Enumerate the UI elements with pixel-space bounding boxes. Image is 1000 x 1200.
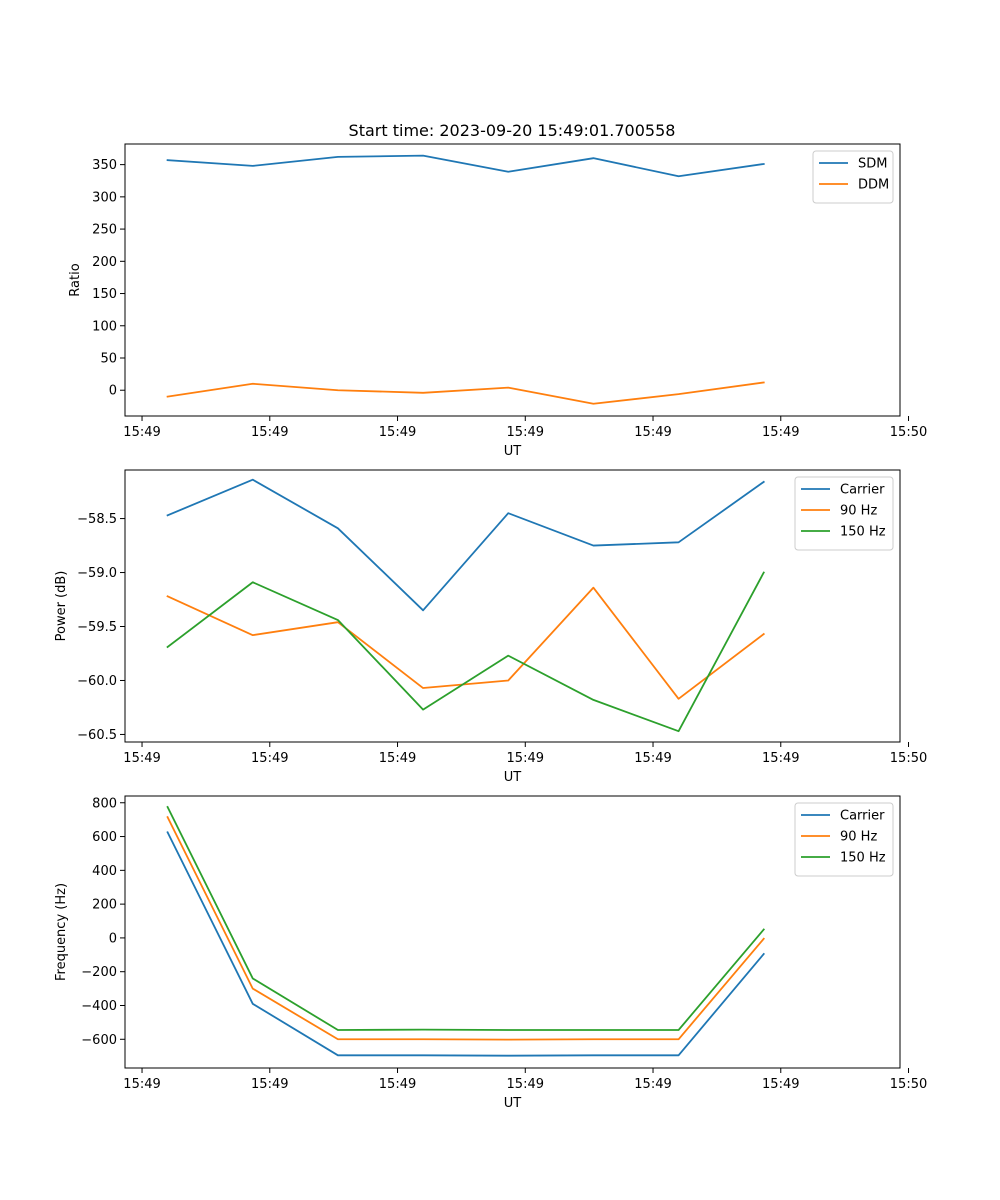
y-tick-label: 0 xyxy=(109,384,117,399)
y-tick-label: 200 xyxy=(92,255,117,270)
x-tick-label: 15:49 xyxy=(507,751,544,766)
x-tick-label: 15:49 xyxy=(507,1077,544,1092)
y-tick-label: 600 xyxy=(92,830,117,845)
plots-container: 15:49 15:49 15:49 15:49 15:49 15:49 15:50 0 50 10… xyxy=(54,143,927,1111)
x-tick-label: 15:49 xyxy=(634,425,671,440)
y-tick-label: −400 xyxy=(81,999,117,1014)
y-tick-label: −60.5 xyxy=(77,728,117,743)
figure-title: Start time: 2023-09-20 15:49:01.700558 xyxy=(349,121,676,140)
x-axis-label: UT xyxy=(504,444,522,459)
y-tick-label: 400 xyxy=(92,864,117,879)
x-tick-label: 15:50 xyxy=(890,751,927,766)
y-tick-label: 0 xyxy=(109,931,117,946)
x-tick-label: 15:49 xyxy=(634,751,671,766)
legend: SDM DDM xyxy=(812,150,894,204)
x-tick-label: 15:50 xyxy=(890,425,927,440)
x-tick-label: 15:49 xyxy=(251,425,288,440)
y-tick-label: 200 xyxy=(92,898,117,913)
x-tick-label: 15:49 xyxy=(634,1077,671,1092)
y-axis-label: Frequency (Hz) xyxy=(54,883,69,981)
axes-frame xyxy=(124,795,901,1069)
axes-frame xyxy=(124,143,901,417)
series-group xyxy=(166,478,766,733)
series-line-ddm xyxy=(166,381,765,405)
series-group xyxy=(166,805,766,1057)
legend-entry: SDM xyxy=(858,157,887,172)
axes-frame xyxy=(124,469,901,743)
y-tick-label: −600 xyxy=(81,1033,117,1048)
series-group xyxy=(166,154,765,405)
subplot-1: 15:49 15:49 15:49 15:49 15:49 15:49 15:50 0 50 10… xyxy=(68,143,927,459)
y-tick-label: 800 xyxy=(92,796,117,811)
y-axis-label: Ratio xyxy=(68,263,83,296)
x-tick-label: 15:49 xyxy=(251,1077,288,1092)
legend-entry: 90 Hz xyxy=(840,504,877,519)
y-tick-label: −58.5 xyxy=(77,512,117,527)
legend-entry: Carrier xyxy=(840,809,885,824)
series-line-90-hz xyxy=(166,815,766,1041)
y-tick-label: −59.5 xyxy=(77,620,117,635)
series-line-90-hz xyxy=(166,586,766,700)
x-tick-label: 15:49 xyxy=(379,1077,416,1092)
series-line-carrier xyxy=(166,831,766,1057)
x-tick-label: 15:49 xyxy=(762,751,799,766)
y-tick-label: 300 xyxy=(92,190,117,205)
subplot-2: 15:49 15:49 15:49 15:49 15:49 15:49 15:50 −58.5… xyxy=(54,469,927,785)
x-tick-label: 15:49 xyxy=(123,425,160,440)
subplot-3: 15:49 15:49 15:49 15:49 15:49 15:49 15:50 800 60… xyxy=(54,795,927,1111)
legend: Carrier 90 Hz 150 Hz xyxy=(794,476,894,551)
legend-box xyxy=(812,150,894,204)
legend: Carrier 90 Hz 150 Hz xyxy=(794,802,894,877)
y-tick-label: 350 xyxy=(92,158,117,173)
y-tick-label: −59.0 xyxy=(77,566,117,581)
series-line-sdm xyxy=(166,154,765,178)
x-tick-label: 15:49 xyxy=(123,751,160,766)
x-tick-label: 15:49 xyxy=(379,751,416,766)
legend-entry: 90 Hz xyxy=(840,830,877,845)
legend-entry: 150 Hz xyxy=(840,851,886,866)
legend-entry: DDM xyxy=(858,178,889,193)
legend-entry: Carrier xyxy=(840,483,885,498)
y-tick-label: −60.0 xyxy=(77,674,117,689)
y-tick-label: 150 xyxy=(92,287,117,302)
legend-entry: 150 Hz xyxy=(840,525,886,540)
x-tick-label: 15:49 xyxy=(507,425,544,440)
x-tick-label: 15:49 xyxy=(762,425,799,440)
x-axis-label: UT xyxy=(504,1096,522,1111)
series-line-150-hz xyxy=(166,805,766,1031)
x-tick-label: 15:49 xyxy=(379,425,416,440)
y-tick-label: 100 xyxy=(92,319,117,334)
series-line-carrier xyxy=(166,478,765,612)
y-tick-label: 50 xyxy=(100,351,117,366)
y-tick-label: −200 xyxy=(81,965,117,980)
x-tick-label: 15:49 xyxy=(123,1077,160,1092)
x-tick-label: 15:50 xyxy=(890,1077,927,1092)
y-tick-label: 250 xyxy=(92,223,117,238)
y-axis-label: Power (dB) xyxy=(54,571,69,642)
x-axis-label: UT xyxy=(504,770,522,785)
series-line-150-hz xyxy=(166,571,765,733)
x-tick-label: 15:49 xyxy=(251,751,288,766)
x-tick-label: 15:49 xyxy=(762,1077,799,1092)
